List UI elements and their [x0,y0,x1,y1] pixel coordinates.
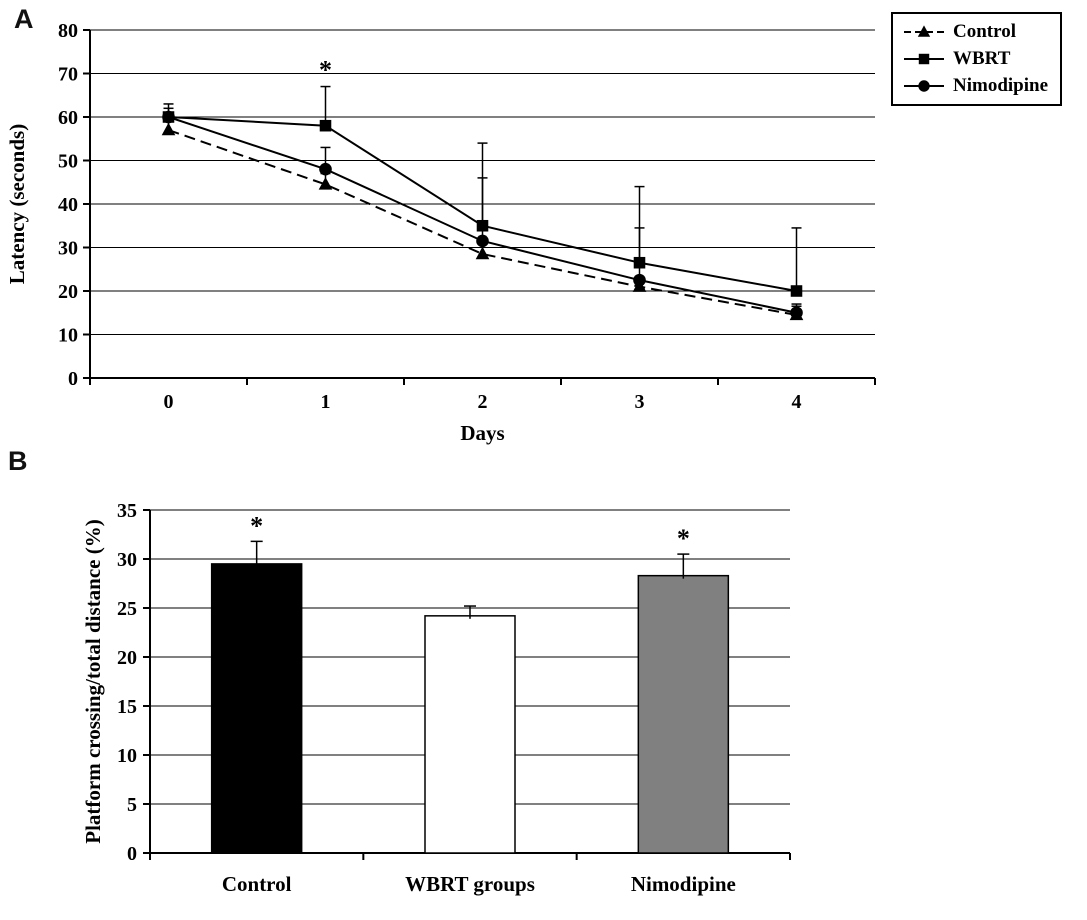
latency-line-chart: 0 10 20 30 40 50 60 70 80 0 1 2 3 4 * Latency (seconds)… [5,20,876,445]
square-marker-icon [319,119,332,132]
x-axis-title: Days [460,421,504,445]
y-tick-label: 0 [127,843,137,865]
y-tick-label: 35 [117,500,137,522]
circle-marker-icon [633,273,646,287]
significance-star: * [250,511,263,540]
platform-crossing-bar-chart: 0 5 10 15 20 25 30 35 * Control WBRT groups * Nimodi… [81,500,791,896]
legend-item-control: Control [902,21,1048,43]
category-label: Nimodipine [631,872,736,896]
triangle-marker-icon [318,177,333,190]
circle-marker-icon [790,306,803,320]
y-tick-label: 80 [58,20,78,42]
legend: Control WBRT Nimodipine [891,12,1063,106]
category-label: Control [222,872,292,896]
x-tick-label: 4 [792,391,802,413]
series-line-control [168,129,797,316]
y-tick-label: 30 [117,549,137,571]
panel-b-label: B [8,446,28,476]
circle-marker-icon [918,80,930,92]
legend-item-wbrt: WBRT [902,48,1048,70]
circle-marker-icon [476,234,489,248]
bar-nimodipine [637,574,730,854]
y-tick-label: 5 [127,794,137,816]
y-tick-label: 20 [117,647,137,669]
y-axis-title: Platform crossing/total distance (%) [81,519,105,843]
y-tick-label: 60 [58,107,78,129]
y-tick-label: 20 [58,281,78,303]
bar-control [210,563,303,854]
x-tick-label: 3 [635,391,645,413]
y-tick-label: 15 [117,696,137,718]
significance-star: * [677,524,690,553]
y-tick-label: 70 [58,64,78,86]
y-tick-label: 25 [117,598,137,620]
square-marker-icon [476,219,489,232]
triangle-marker-icon [161,122,176,136]
legend-label: WBRT [953,48,1011,69]
y-tick-label: 0 [68,368,78,390]
legend-label: Nimodipine [953,75,1049,96]
category-label: WBRT groups [405,872,535,896]
circle-legend-marker-icon [904,80,944,92]
circle-marker-icon [162,110,175,124]
triangle-legend-marker-icon [904,25,944,37]
bar-wbrt-groups [424,615,516,854]
y-tick-label: 30 [58,238,78,260]
y-tick-label: 10 [58,325,78,347]
legend-item-nimodipine: Nimodipine [902,75,1048,97]
circle-marker-icon [319,162,332,176]
square-legend-marker-icon [904,53,944,65]
triangle-marker-icon [917,25,931,37]
x-tick-label: 2 [478,391,488,413]
significance-star: * [319,56,332,85]
y-tick-label: 40 [58,194,78,216]
panel-a-label: A [14,4,34,34]
square-marker-icon [918,53,930,65]
x-tick-label: 0 [164,391,174,413]
triangle-marker-icon [475,246,490,260]
x-tick-label: 1 [321,391,331,413]
y-tick-label: 10 [117,745,137,767]
square-marker-icon [790,285,803,297]
square-marker-icon [633,256,646,269]
legend-label: Control [953,21,1016,42]
y-axis-title: Latency (seconds) [5,124,29,284]
y-tick-label: 50 [58,151,78,173]
